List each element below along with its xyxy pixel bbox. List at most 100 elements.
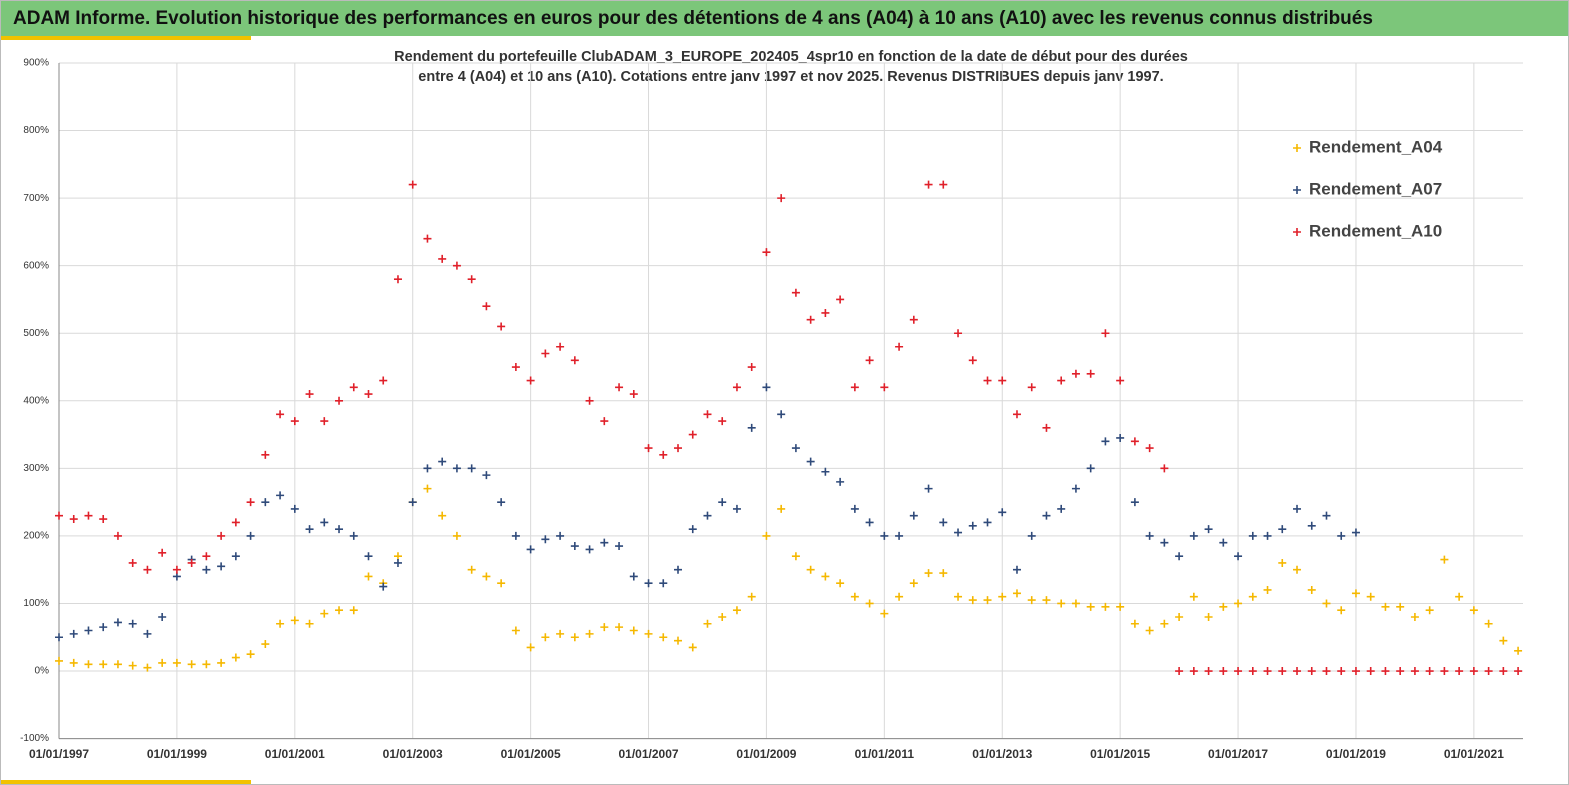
point bbox=[836, 579, 845, 588]
point bbox=[143, 663, 152, 672]
point bbox=[438, 511, 447, 520]
point bbox=[968, 356, 977, 365]
point bbox=[954, 528, 963, 537]
point bbox=[865, 599, 874, 608]
point bbox=[1514, 667, 1523, 676]
point bbox=[865, 356, 874, 365]
point bbox=[1278, 558, 1287, 567]
point bbox=[791, 288, 800, 297]
point bbox=[231, 653, 240, 662]
point bbox=[615, 383, 624, 392]
point bbox=[674, 636, 683, 645]
point bbox=[924, 484, 933, 493]
point bbox=[1101, 329, 1110, 338]
y-tick-label: 900% bbox=[23, 58, 49, 69]
point bbox=[113, 660, 122, 669]
x-tick-label: 01/01/2017 bbox=[1208, 747, 1268, 761]
point bbox=[1410, 612, 1419, 621]
point bbox=[556, 629, 565, 638]
accent bbox=[1, 36, 251, 40]
point bbox=[1130, 437, 1139, 446]
point bbox=[84, 511, 93, 520]
point bbox=[983, 518, 992, 527]
point bbox=[482, 302, 491, 311]
point bbox=[747, 423, 756, 432]
point bbox=[217, 531, 226, 540]
point bbox=[1455, 592, 1464, 601]
point bbox=[836, 477, 845, 486]
y-tick-label: 300% bbox=[23, 463, 49, 474]
point bbox=[497, 579, 506, 588]
point bbox=[158, 612, 167, 621]
x-tick-label: 01/01/2005 bbox=[501, 747, 561, 761]
point bbox=[1263, 667, 1272, 676]
point bbox=[983, 376, 992, 385]
point bbox=[600, 417, 609, 426]
point bbox=[762, 531, 771, 540]
point bbox=[128, 661, 137, 670]
point bbox=[674, 565, 683, 574]
point bbox=[983, 596, 992, 605]
point bbox=[1145, 444, 1154, 453]
point bbox=[1116, 433, 1125, 442]
point bbox=[1248, 531, 1257, 540]
point bbox=[1381, 602, 1390, 611]
point bbox=[659, 450, 668, 459]
point bbox=[202, 565, 211, 574]
point bbox=[880, 383, 889, 392]
point bbox=[320, 609, 329, 618]
y-tick-label: 100% bbox=[23, 598, 49, 609]
point bbox=[850, 383, 859, 392]
point bbox=[762, 248, 771, 257]
point bbox=[703, 619, 712, 628]
point bbox=[998, 592, 1007, 601]
point bbox=[541, 349, 550, 358]
point bbox=[1248, 667, 1257, 676]
point bbox=[1027, 531, 1036, 540]
point bbox=[393, 558, 402, 567]
y-tick-label: 700% bbox=[23, 193, 49, 204]
point bbox=[821, 572, 830, 581]
point bbox=[939, 569, 948, 578]
point bbox=[718, 612, 727, 621]
point bbox=[261, 498, 270, 507]
point bbox=[629, 572, 638, 581]
point bbox=[688, 643, 697, 652]
x-tick-label: 01/01/2009 bbox=[736, 747, 796, 761]
point bbox=[84, 660, 93, 669]
point bbox=[482, 471, 491, 480]
point bbox=[1293, 667, 1302, 676]
point bbox=[246, 498, 255, 507]
point bbox=[924, 180, 933, 189]
point bbox=[718, 498, 727, 507]
point bbox=[1234, 667, 1243, 676]
point bbox=[1189, 667, 1198, 676]
point bbox=[1307, 667, 1316, 676]
point bbox=[600, 538, 609, 547]
point bbox=[1322, 511, 1331, 520]
point bbox=[1514, 646, 1523, 655]
point bbox=[1484, 619, 1493, 628]
point bbox=[128, 619, 137, 628]
point bbox=[615, 623, 624, 632]
point bbox=[909, 579, 918, 588]
point bbox=[998, 508, 1007, 517]
point bbox=[659, 579, 668, 588]
point bbox=[703, 410, 712, 419]
point bbox=[497, 498, 506, 507]
point bbox=[644, 579, 653, 588]
point bbox=[511, 531, 520, 540]
point bbox=[1248, 592, 1257, 601]
point bbox=[1012, 565, 1021, 574]
point bbox=[1440, 555, 1449, 564]
point bbox=[1396, 602, 1405, 611]
point bbox=[1057, 504, 1066, 513]
point bbox=[158, 658, 167, 667]
point bbox=[143, 629, 152, 638]
x-tick-label: 01/01/1997 bbox=[29, 747, 89, 761]
point bbox=[423, 484, 432, 493]
legend-marker bbox=[1293, 228, 1301, 236]
point bbox=[747, 592, 756, 601]
point bbox=[1071, 484, 1080, 493]
point bbox=[762, 383, 771, 392]
